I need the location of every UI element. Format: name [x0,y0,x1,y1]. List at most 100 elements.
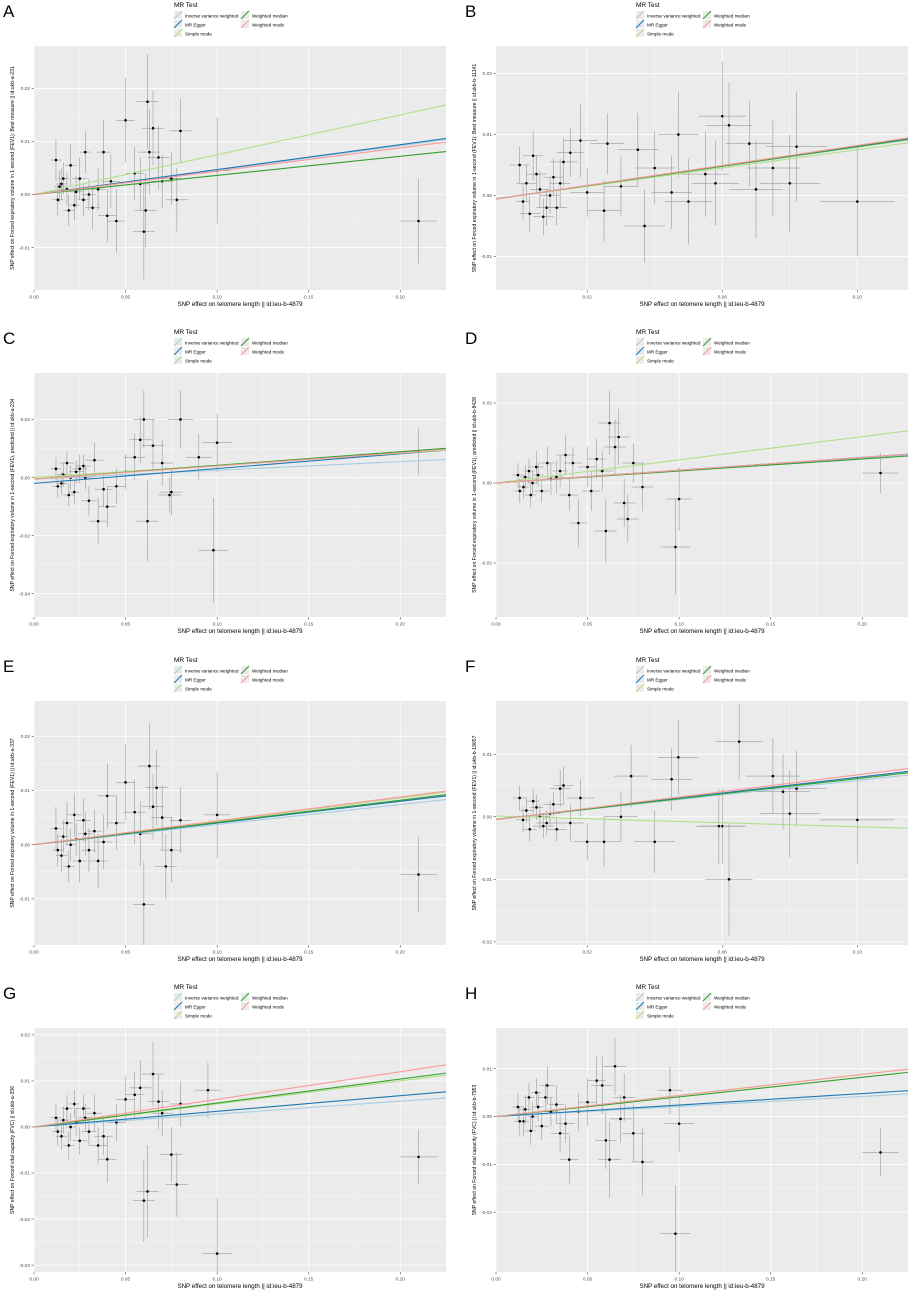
panel-letter: A [3,2,15,21]
snp-marker [568,821,572,825]
snp-marker [87,499,91,503]
snp-point [695,788,743,864]
legend-swatch [240,674,250,684]
snp-marker [552,802,555,806]
legend-label: Inverse variance weighted [185,996,239,1001]
snp-point [202,1198,232,1272]
y-tick-label: -0.01 [481,877,492,883]
snp-point [85,442,104,478]
snp-point [72,454,88,484]
snp-point [598,1121,621,1198]
snp-point [556,1104,575,1143]
snp-marker [417,873,420,876]
snp-point [578,447,597,487]
snp-point [546,816,567,842]
legend-entry: Simple mode [635,1010,674,1020]
x-tick-label: 0.00 [491,1277,501,1283]
legend-entry: Weighted mode [240,19,285,29]
legend-label: Simple mode [647,687,674,692]
snp-marker [608,421,611,425]
x-tick-label: 0.06 [718,295,728,301]
legend: MR Test Inverse variance weighted MR Egger… [635,657,750,693]
snp-point [516,183,530,220]
snp-point [759,769,821,858]
legend-swatch [702,992,712,1002]
snp-point [550,158,571,208]
snp-marker [670,191,673,194]
snp-point [631,463,654,511]
snp-point [68,189,80,222]
snp-point [96,120,111,184]
x-tick-label: 0.02 [583,950,593,956]
axes: 0.00 0.05 0.10 0.15 0.20 -0.01 0.00 0.01 0.02 [19,734,405,956]
regression-line [34,1072,446,1128]
snp-marker [677,1122,681,1125]
snp-point [536,810,557,836]
legend-swatch [702,665,712,675]
snp-point [81,178,97,211]
legend-swatch [635,674,645,684]
snp-point [604,419,627,475]
snp-point [204,771,230,859]
snp-point [534,479,550,503]
legend-swatch [240,19,250,29]
snp-point [604,1037,627,1095]
x-tick-label: 0.02 [583,295,593,301]
snp-point [50,138,62,182]
y-tick-label: 0.02 [21,86,31,92]
y-tick-label: 0.02 [21,734,31,740]
y-tick-label: 0.00 [483,1114,493,1120]
snp-point [57,1106,69,1134]
axes: 0.02 0.06 0.10 -0.02 -0.01 0.00 0.01 [481,752,862,956]
snp-marker [160,461,164,465]
legend-swatch [173,992,183,1002]
legend-swatch [635,337,645,347]
snp-marker [170,848,173,852]
snp-marker [622,501,626,505]
snp-marker [78,467,82,471]
regression-line [34,794,446,846]
legend-entry: Weighted mode [240,346,285,356]
snp-point [514,479,526,503]
snp-point [400,836,437,913]
snp-marker [544,1096,547,1099]
snp-point [116,77,135,163]
snp-marker [160,1111,164,1115]
snp-marker [579,796,582,800]
snp-marker [133,810,137,814]
snp-marker [795,787,798,790]
snp-marker [737,740,741,743]
legend-swatch [635,665,645,675]
snp-marker [74,470,78,474]
snp-marker [626,517,630,521]
legend-entry: MR Egger [173,1001,206,1011]
scatter-plot: MR Test Inverse variance weighted MR Egger… [10,984,446,1290]
snp-marker [56,198,60,202]
snp-marker [54,467,58,471]
legend-swatch [173,28,183,38]
snp-point [526,155,547,193]
snp-marker [545,821,548,825]
snp-marker [105,794,109,798]
snp-marker [72,490,76,494]
snp-marker [146,100,149,103]
snp-point [546,189,567,226]
snp-point [77,812,93,856]
snp-marker [67,209,71,212]
legend-label: MR Egger [185,23,206,28]
snp-point [54,170,66,203]
y-tick-label: -0.02 [481,1210,492,1216]
snp-marker [632,461,635,465]
snp-marker [102,150,105,154]
snp-point [820,146,895,257]
legend-entry: MR Egger [173,19,206,29]
scatter-plot: MR Test Inverse variance weighted MR Egger… [10,329,446,635]
legend-entry: Weighted median [702,337,750,347]
legend-entry: Simple mode [635,355,674,365]
snp-marker [541,824,545,828]
legend-entry: Simple mode [173,355,212,365]
x-tick-label: 0.10 [212,950,222,956]
snp-marker [93,1111,96,1115]
snp-marker [91,206,94,210]
snp-point [202,413,232,472]
